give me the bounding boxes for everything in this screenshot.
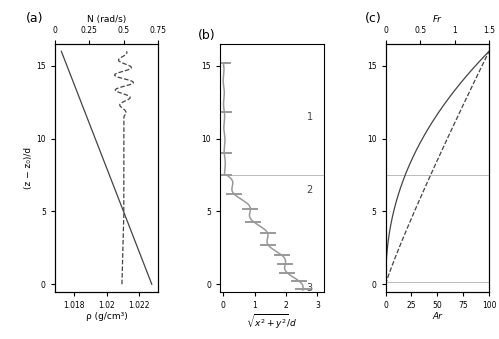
X-axis label: $\sqrt{x^2+y^2}/d$: $\sqrt{x^2+y^2}/d$ xyxy=(246,312,298,332)
Text: (c): (c) xyxy=(365,12,382,25)
X-axis label: N (rad/s): N (rad/s) xyxy=(87,15,126,24)
Y-axis label: (z − z₀)/d: (z − z₀)/d xyxy=(24,147,33,189)
X-axis label: Ar: Ar xyxy=(433,312,442,321)
X-axis label: ρ (g/cm³): ρ (g/cm³) xyxy=(86,312,127,321)
X-axis label: Fr: Fr xyxy=(433,15,442,24)
Text: 3: 3 xyxy=(306,283,313,293)
Text: (b): (b) xyxy=(198,29,215,42)
Text: 1: 1 xyxy=(306,112,313,122)
Text: 2: 2 xyxy=(306,185,313,195)
Text: (a): (a) xyxy=(26,12,43,25)
